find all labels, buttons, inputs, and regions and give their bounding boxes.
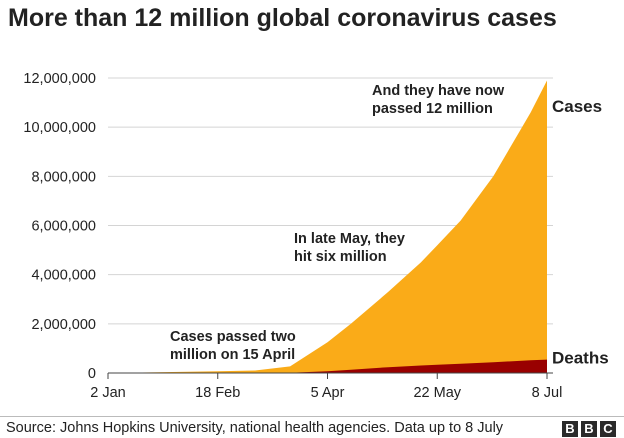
cases-area xyxy=(108,80,547,373)
logo-letter-b1: B xyxy=(562,421,578,437)
logo-letter-b2: B xyxy=(581,421,597,437)
annotation-line: passed 12 million xyxy=(372,101,493,117)
x-tick-label: 2 Jan xyxy=(90,385,125,401)
y-tick-label: 0 xyxy=(88,366,96,382)
y-tick-label: 12,000,000 xyxy=(23,71,96,87)
deaths-area xyxy=(108,359,547,373)
y-tick-label: 4,000,000 xyxy=(31,268,96,284)
y-tick-label: 10,000,000 xyxy=(23,120,96,136)
annotations: Cases passed two million on 15 April In la… xyxy=(170,83,505,363)
footer-divider xyxy=(0,416,624,417)
y-tick-label: 2,000,000 xyxy=(31,317,96,333)
annotation-line: hit six million xyxy=(294,249,387,265)
series-label-deaths: Deaths xyxy=(552,349,609,368)
area-chart: 0 2,000,000 4,000,000 6,000,000 8,000,000 10,… xyxy=(23,71,609,401)
chart-title: More than 12 million global coronavirus … xyxy=(8,4,557,32)
x-tick-label: 8 Jul xyxy=(532,385,563,401)
annotation: And they have now passed 12 million xyxy=(372,83,505,117)
annotation-line: In late May, they xyxy=(294,231,405,247)
source-note: Source: Johns Hopkins University, nation… xyxy=(6,420,504,436)
x-tick-label: 18 Feb xyxy=(195,385,240,401)
series-label-cases: Cases xyxy=(552,97,602,116)
y-axis: 0 2,000,000 4,000,000 6,000,000 8,000,000 10,… xyxy=(23,71,96,382)
x-tick-label: 22 May xyxy=(413,385,461,401)
y-tick-label: 8,000,000 xyxy=(31,169,96,185)
annotation-line: Cases passed two xyxy=(170,329,296,345)
x-tick-label: 5 Apr xyxy=(311,385,345,401)
x-axis: 2 Jan 18 Feb 5 Apr 22 May 8 Jul xyxy=(90,373,562,401)
annotation: Cases passed two million on 15 April xyxy=(170,329,296,363)
logo-letter-c: C xyxy=(600,421,616,437)
annotation: In late May, they hit six million xyxy=(294,231,405,265)
annotation-line: million on 15 April xyxy=(170,347,295,363)
y-tick-label: 6,000,000 xyxy=(31,219,96,235)
bbc-logo: B B C xyxy=(562,421,616,437)
series-labels: Cases Deaths xyxy=(552,97,609,368)
annotation-line: And they have now xyxy=(372,83,505,99)
